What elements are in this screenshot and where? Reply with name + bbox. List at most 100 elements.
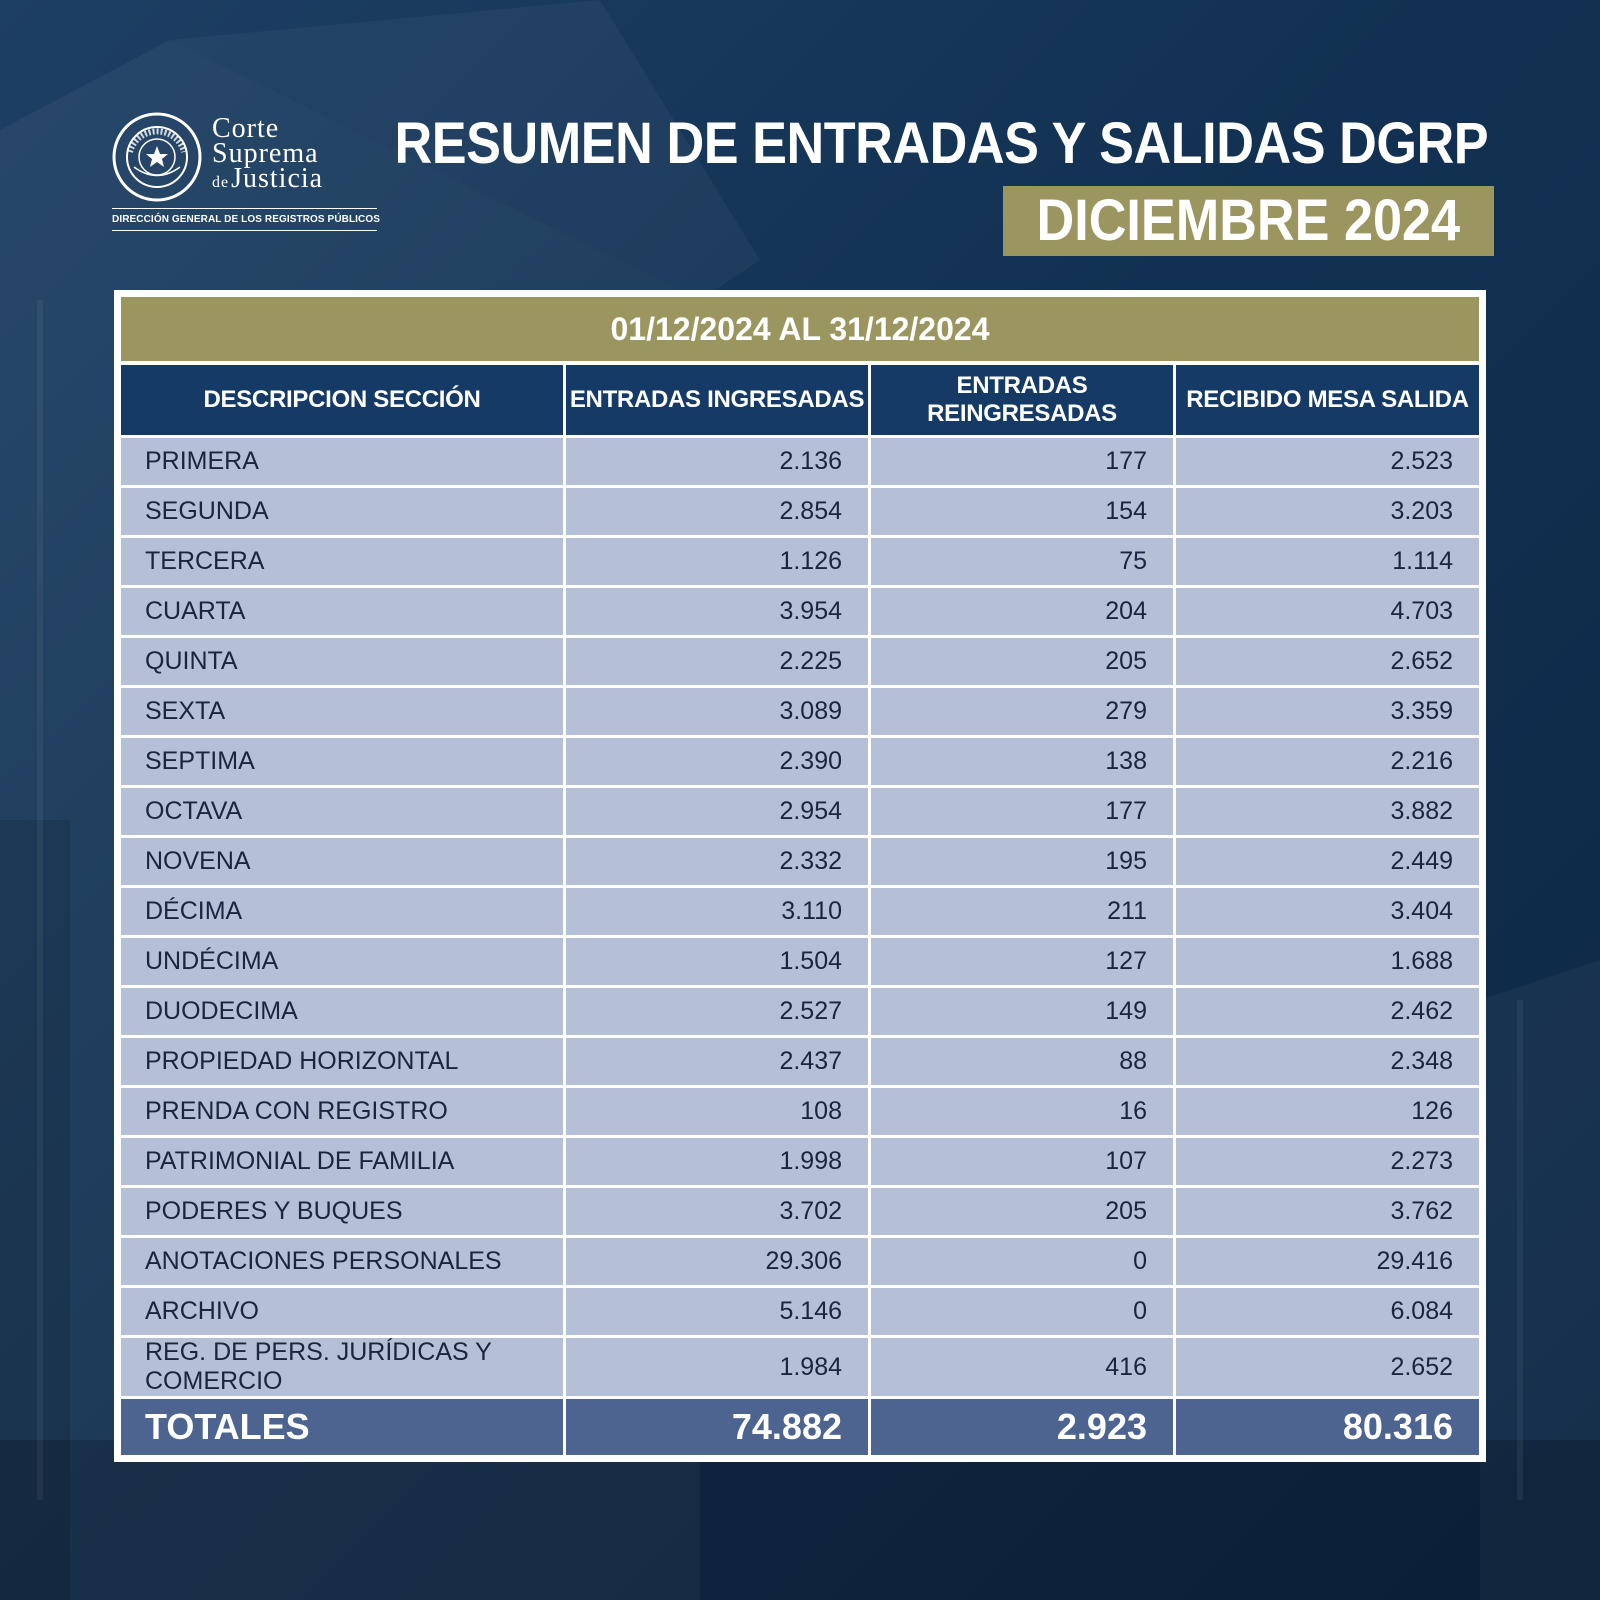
- ingresadas-cell: 1.984: [566, 1338, 871, 1399]
- totals-reingresadas: 2.923: [871, 1399, 1176, 1455]
- ingresadas-cell: 2.437: [566, 1038, 871, 1088]
- section-cell: PATRIMONIAL DE FAMILIA: [121, 1138, 566, 1188]
- reingresadas-cell: 107: [871, 1138, 1176, 1188]
- reingresadas-cell: 0: [871, 1288, 1176, 1338]
- logo-word-corte: Corte: [212, 113, 280, 144]
- reingresadas-cell: 149: [871, 988, 1176, 1038]
- reingresadas-cell: 279: [871, 688, 1176, 738]
- reingresadas-cell: 204: [871, 588, 1176, 638]
- ingresadas-cell: 2.954: [566, 788, 871, 838]
- section-cell: ARCHIVO: [121, 1288, 566, 1338]
- table-row: NOVENA 2.332 195 2.449: [121, 838, 1479, 888]
- table-row: PRIMERA 2.136 177 2.523: [121, 438, 1479, 488]
- table-row: SEGUNDA 2.854 154 3.203: [121, 488, 1479, 538]
- salida-cell: 2.449: [1176, 838, 1479, 888]
- section-cell: SEGUNDA: [121, 488, 566, 538]
- section-cell: DUODECIMA: [121, 988, 566, 1038]
- section-cell: REG. DE PERS. JURÍDICAS Y COMERCIO: [121, 1338, 566, 1399]
- table-row: DUODECIMA 2.527 149 2.462: [121, 988, 1479, 1038]
- section-cell: NOVENA: [121, 838, 566, 888]
- logo-divider-bottom: [112, 230, 377, 231]
- reingresadas-cell: 177: [871, 788, 1176, 838]
- reingresadas-cell: 205: [871, 1188, 1176, 1238]
- table-row: QUINTA 2.225 205 2.652: [121, 638, 1479, 688]
- reingresadas-cell: 211: [871, 888, 1176, 938]
- table-row: UNDÉCIMA 1.504 127 1.688: [121, 938, 1479, 988]
- ingresadas-cell: 1.504: [566, 938, 871, 988]
- salida-cell: 126: [1176, 1088, 1479, 1138]
- section-cell: ANOTACIONES PERSONALES: [121, 1238, 566, 1288]
- salida-cell: 1.114: [1176, 538, 1479, 588]
- reingresadas-cell: 16: [871, 1088, 1176, 1138]
- column-header-salida: RECIBIDO MESA SALIDA: [1176, 365, 1479, 438]
- section-cell: UNDÉCIMA: [121, 938, 566, 988]
- totals-salida: 80.316: [1176, 1399, 1479, 1455]
- column-header-section: DESCRIPCION SECCIÓN: [121, 365, 566, 438]
- salida-cell: 4.703: [1176, 588, 1479, 638]
- logo-divider-top: [112, 208, 377, 209]
- logo-word-suprema: Suprema: [212, 138, 319, 169]
- date-range-row: 01/12/2024 AL 31/12/2024: [121, 297, 1479, 365]
- reingresadas-cell: 154: [871, 488, 1176, 538]
- reingresadas-cell: 0: [871, 1238, 1176, 1288]
- date-range-label: 01/12/2024 AL 31/12/2024: [121, 297, 1479, 365]
- ingresadas-cell: 2.527: [566, 988, 871, 1038]
- salida-cell: 2.523: [1176, 438, 1479, 488]
- salida-cell: 2.348: [1176, 1038, 1479, 1088]
- salida-cell: 3.404: [1176, 888, 1479, 938]
- ingresadas-cell: 3.089: [566, 688, 871, 738]
- ingresadas-cell: 3.702: [566, 1188, 871, 1238]
- table-row: TERCERA 1.126 75 1.114: [121, 538, 1479, 588]
- ingresadas-cell: 1.998: [566, 1138, 871, 1188]
- reingresadas-cell: 138: [871, 738, 1176, 788]
- salida-cell: 3.762: [1176, 1188, 1479, 1238]
- section-cell: SEXTA: [121, 688, 566, 738]
- ingresadas-cell: 2.854: [566, 488, 871, 538]
- ingresadas-cell: 2.225: [566, 638, 871, 688]
- salida-cell: 6.084: [1176, 1288, 1479, 1338]
- totals-row: TOTALES 74.882 2.923 80.316: [121, 1399, 1479, 1455]
- column-header-reingresadas: ENTRADAS REINGRESADAS: [871, 365, 1176, 438]
- table-row: DÉCIMA 3.110 211 3.404: [121, 888, 1479, 938]
- salida-cell: 3.203: [1176, 488, 1479, 538]
- salida-cell: 29.416: [1176, 1238, 1479, 1288]
- table-row: SEPTIMA 2.390 138 2.216: [121, 738, 1479, 788]
- ingresadas-cell: 3.110: [566, 888, 871, 938]
- salida-cell: 3.882: [1176, 788, 1479, 838]
- table-row: OCTAVA 2.954 177 3.882: [121, 788, 1479, 838]
- reingresadas-cell: 416: [871, 1338, 1176, 1399]
- section-cell: SEPTIMA: [121, 738, 566, 788]
- salida-cell: 2.652: [1176, 1338, 1479, 1399]
- salida-cell: 3.359: [1176, 688, 1479, 738]
- reingresadas-cell: 177: [871, 438, 1176, 488]
- table-row: ANOTACIONES PERSONALES 29.306 0 29.416: [121, 1238, 1479, 1288]
- period-badge: DICIEMBRE 2024: [1003, 186, 1494, 256]
- ingresadas-cell: 29.306: [566, 1238, 871, 1288]
- ingresadas-cell: 108: [566, 1088, 871, 1138]
- reingresadas-cell: 127: [871, 938, 1176, 988]
- section-cell: QUINTA: [121, 638, 566, 688]
- table-row: REG. DE PERS. JURÍDICAS Y COMERCIO 1.984 4…: [121, 1338, 1479, 1399]
- table-header-row: DESCRIPCION SECCIÓN ENTRADAS INGRESADAS …: [121, 365, 1479, 438]
- section-cell: OCTAVA: [121, 788, 566, 838]
- table-row: PATRIMONIAL DE FAMILIA 1.998 107 2.273: [121, 1138, 1479, 1188]
- summary-table: 01/12/2024 AL 31/12/2024 DESCRIPCION SEC…: [121, 297, 1479, 1455]
- table-row: PROPIEDAD HORIZONTAL 2.437 88 2.348: [121, 1038, 1479, 1088]
- totals-label: TOTALES: [121, 1399, 566, 1455]
- salida-cell: 2.216: [1176, 738, 1479, 788]
- section-cell: DÉCIMA: [121, 888, 566, 938]
- summary-table-frame: 01/12/2024 AL 31/12/2024 DESCRIPCION SEC…: [114, 290, 1486, 1462]
- ingresadas-cell: 2.390: [566, 738, 871, 788]
- table-row: PRENDA CON REGISTRO 108 16 126: [121, 1088, 1479, 1138]
- table-row: ARCHIVO 5.146 0 6.084: [121, 1288, 1479, 1338]
- reingresadas-cell: 88: [871, 1038, 1176, 1088]
- logo-word-justicia: Justicia: [231, 163, 324, 194]
- section-cell: TERCERA: [121, 538, 566, 588]
- logo-word-de: de: [212, 174, 230, 191]
- column-header-ingresadas: ENTRADAS INGRESADAS: [566, 365, 871, 438]
- salida-cell: 2.462: [1176, 988, 1479, 1038]
- reingresadas-cell: 75: [871, 538, 1176, 588]
- ingresadas-cell: 1.126: [566, 538, 871, 588]
- salida-cell: 1.688: [1176, 938, 1479, 988]
- section-cell: CUARTA: [121, 588, 566, 638]
